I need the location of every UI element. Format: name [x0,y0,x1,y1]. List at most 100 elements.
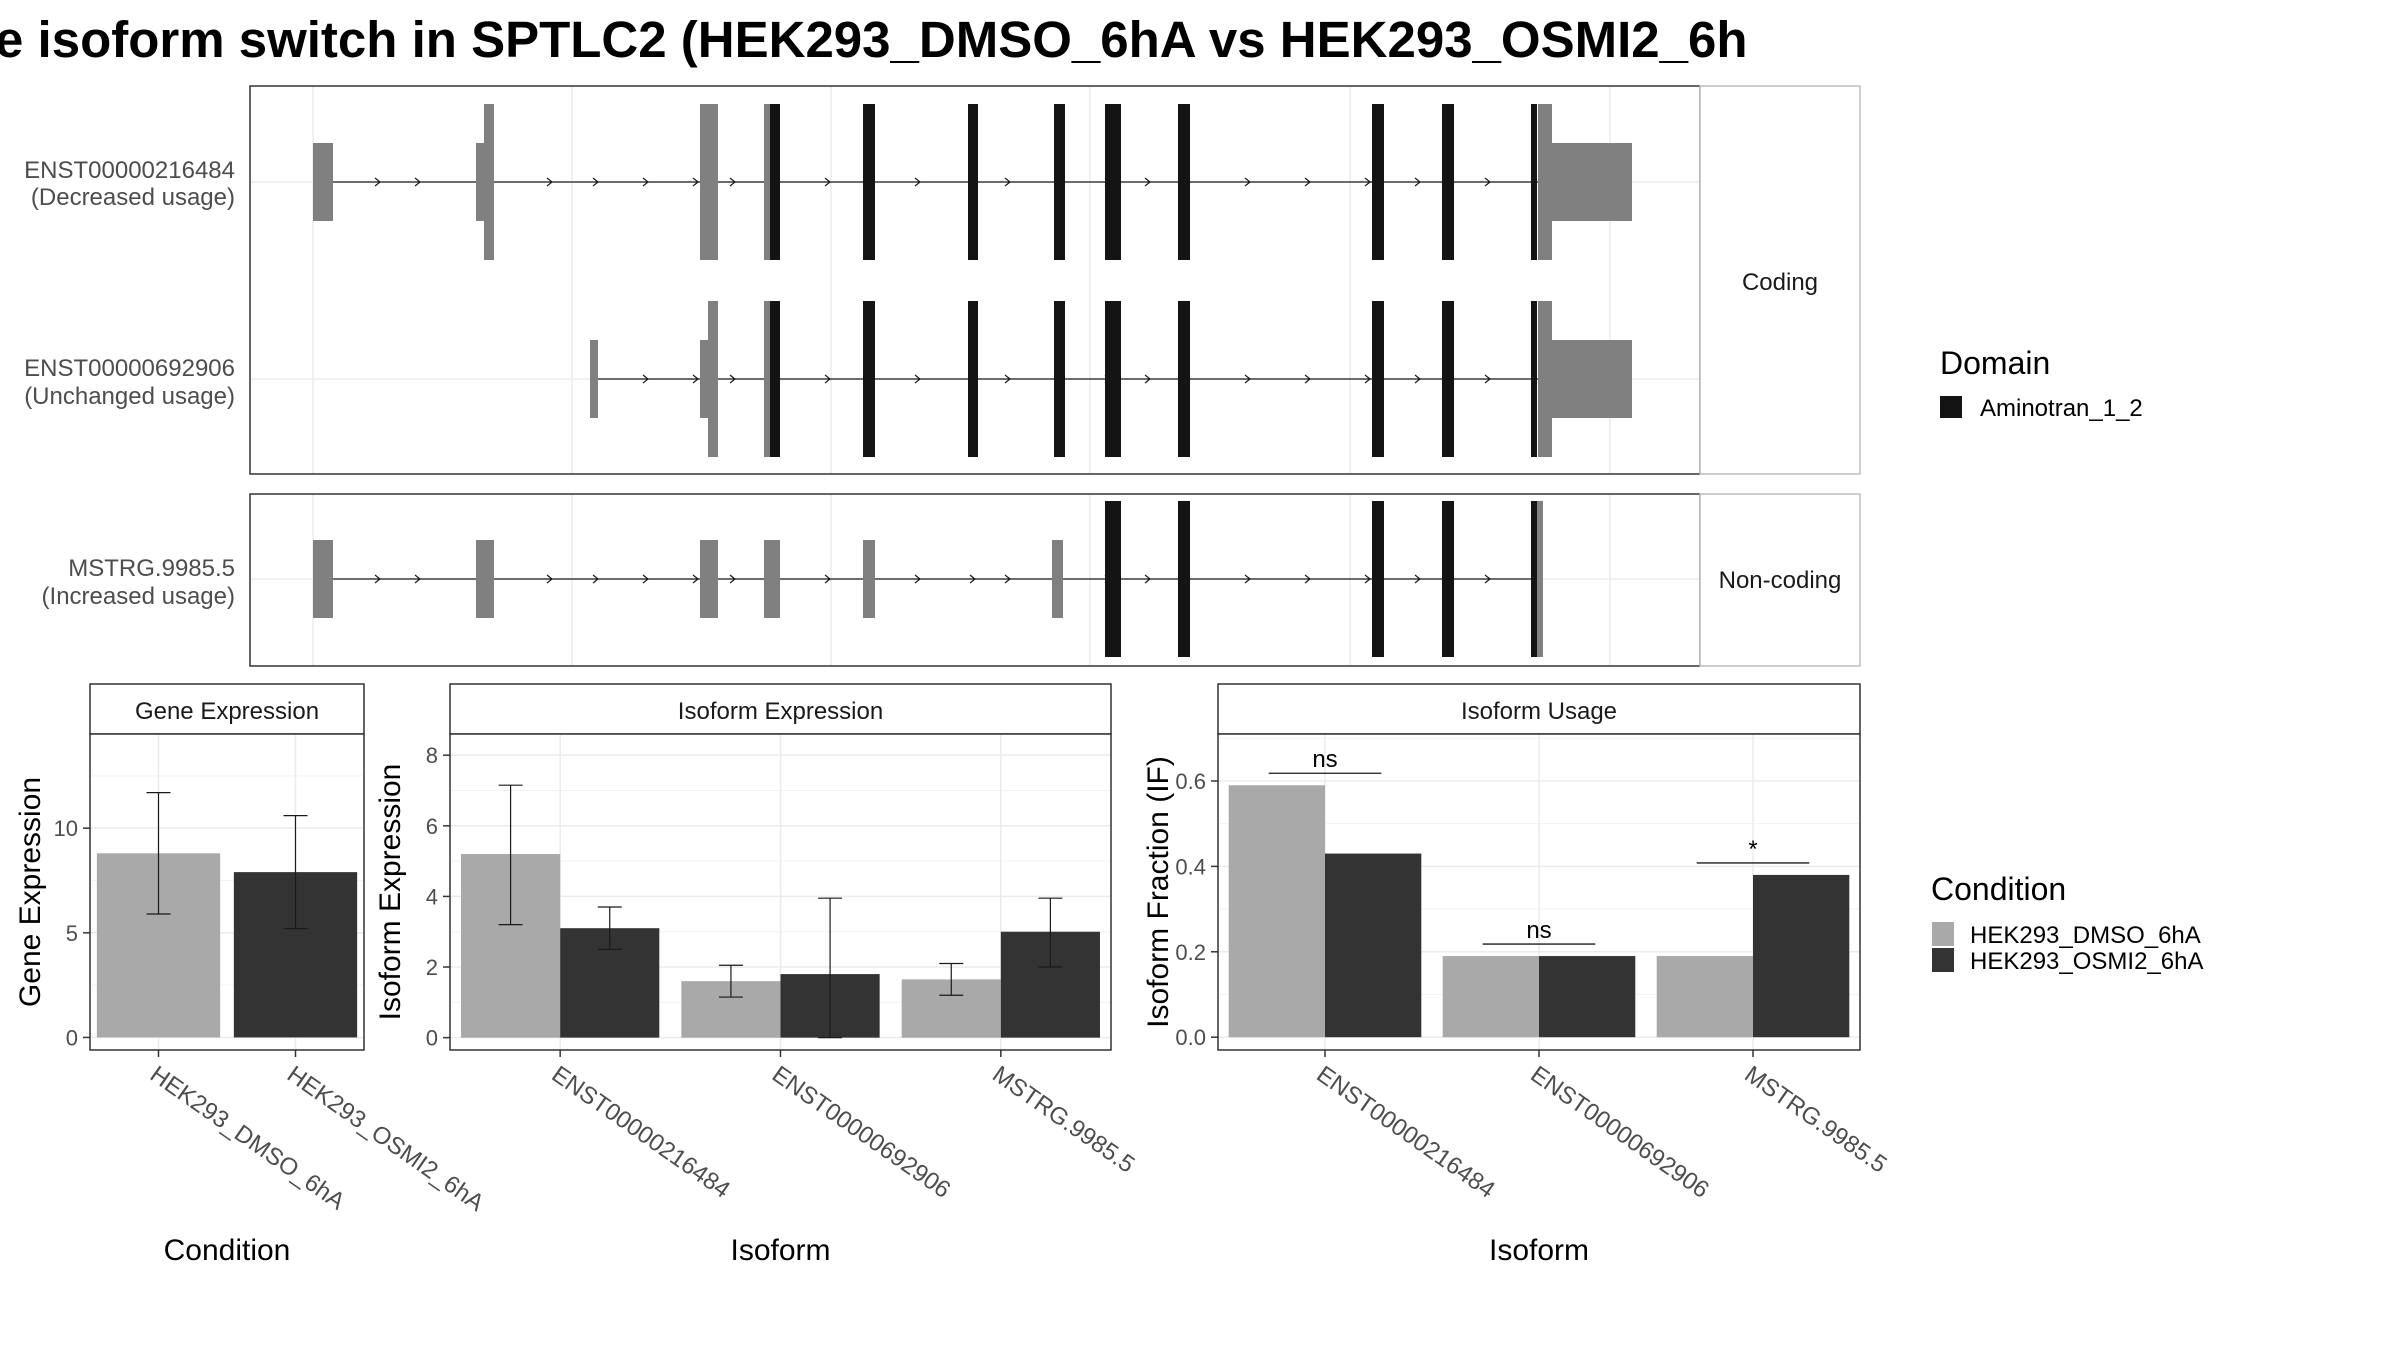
strand-arrow [1304,374,1311,384]
strand-arrow [374,177,381,187]
x-axis-label: Isoform [730,1234,830,1267]
y-tick-label: 0.2 [1175,940,1206,965]
strand-arrow [692,374,699,384]
domain-exon [1105,104,1121,260]
transcript-usage-label: (Decreased usage) [31,184,235,211]
strand-arrow [1004,177,1011,187]
strip-box [1217,683,1861,735]
condition-legend-key-osmi2 [1932,948,1954,972]
condition-legend-key-dmso [1932,922,1954,946]
condition-legend-title: Condition [1931,871,2066,907]
strand-arrow [1004,374,1011,384]
domain-legend-title: Domain [1940,345,2050,381]
domain-exon [1178,104,1190,260]
strand-arrow [1144,177,1151,187]
utr-exon [1550,143,1632,221]
strand-arrow [546,574,553,584]
strand-arrow [1244,374,1251,384]
utr-exon [484,104,494,260]
utr-exon [863,540,875,618]
domain-exon [1531,501,1537,657]
domain-exon [1372,104,1384,260]
chart-title: Isoform Usage [1461,698,1617,725]
y-tick-label: 0.4 [1175,854,1206,879]
y-axis-label: Gene Expression [14,777,47,1007]
y-axis-label: Isoform Fraction (IF) [1142,756,1175,1028]
transcript-labels: ENST00000216484 (Decreased usage) ENST00… [24,157,235,610]
domain-exon [770,301,780,457]
condition-legend-item-dmso: HEK293_DMSO_6hA [1970,922,2201,949]
utr-exon [708,301,718,457]
strand-arrow [914,374,921,384]
condition-legend: Condition HEK293_DMSO_6hA HEK293_OSMI2_6… [1931,871,2203,975]
strand-arrow [1304,177,1311,187]
strand-arrow [1484,574,1491,584]
strand-arrow [729,374,736,384]
domain-exon [863,301,875,457]
x-axis-label: Isoform [1489,1234,1589,1267]
y-axis-label: Isoform Expression [374,764,407,1021]
strand-arrow [414,574,421,584]
strip-label-coding: Coding [1742,269,1818,296]
domain-exon [1054,104,1065,260]
transcript-track-enst00000216484 [313,104,1632,260]
significance-label: ns [1312,746,1337,773]
transcript-id-label: ENST00000216484 [24,157,235,184]
y-tick-label: 2 [426,955,438,980]
y-tick-label: 8 [426,743,438,768]
transcript-usage-label: (Unchanged usage) [24,383,235,410]
chart-title: Gene Expression [135,698,319,725]
domain-legend-item: Aminotran_1_2 [1980,395,2143,422]
utr-exon [764,540,780,618]
strand-arrow [642,574,649,584]
bar [1442,956,1539,1038]
y-tick-label: 10 [54,816,78,841]
strand-arrow [1004,574,1011,584]
utr-exon [476,143,486,221]
utr-exon [1550,340,1632,418]
strand-arrow [1484,374,1491,384]
strand-arrow [1364,374,1371,384]
domain-exon [1105,301,1121,457]
strand-arrow [1144,374,1151,384]
utr-exon [700,340,710,418]
utr-exon [700,540,718,618]
transcript-usage-label: (Increased usage) [42,583,235,610]
x-axis-label: Condition [164,1234,291,1267]
strand-arrow [414,177,421,187]
transcript-track-enst00000692906 [590,301,1632,457]
strand-arrow [642,374,649,384]
significance-label: ns [1526,917,1551,944]
transcript-id-label: MSTRG.9985.5 [68,555,235,582]
utr-exon [700,104,718,260]
y-tick-label: 6 [426,814,438,839]
domain-exon [1372,301,1384,457]
y-tick-label: 0 [66,1025,78,1050]
strand-arrow [1244,574,1251,584]
y-tick-label: 0.6 [1175,769,1206,794]
utr-exon [764,301,772,457]
significance-label: * [1748,836,1757,863]
utr-exon [476,540,494,618]
strand-arrow [1414,177,1421,187]
utr-exon [1535,501,1543,657]
utr-exon [313,540,333,618]
panel-border [89,733,365,1051]
strip-coding [1699,85,1861,475]
domain-exon [863,104,875,260]
domain-exon [1442,104,1454,260]
bar [1325,853,1422,1038]
strand-arrow [1144,574,1151,584]
domain-exon [1442,501,1454,657]
strand-arrow [914,177,921,187]
strand-arrow [729,177,736,187]
domain-exon [1531,104,1537,260]
y-tick-label: 0.0 [1175,1025,1206,1050]
strand-arrow [692,177,699,187]
strand-arrow [642,177,649,187]
figure-title: e isoform switch in SPTLC2 (HEK293_DMSO_… [0,11,1748,68]
strip-box [449,683,1112,735]
strand-arrow [1414,574,1421,584]
strand-arrow [1304,574,1311,584]
